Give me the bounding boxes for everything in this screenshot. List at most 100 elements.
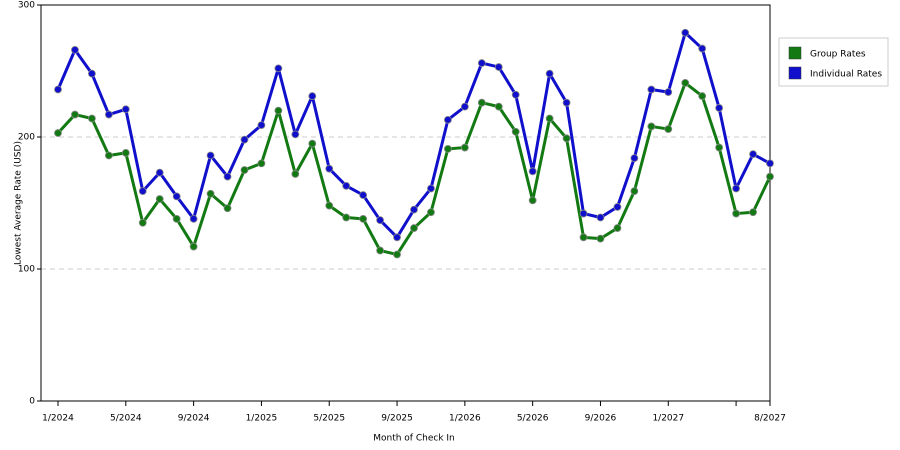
plot-frame bbox=[40, 4, 771, 402]
data-point bbox=[579, 233, 588, 242]
data-point bbox=[71, 45, 79, 54]
data-point bbox=[121, 148, 130, 157]
x-tick-label: 1/2025 bbox=[246, 414, 278, 424]
data-point bbox=[223, 172, 232, 181]
data-point bbox=[630, 187, 639, 196]
x-tick-label: 1/2024 bbox=[42, 414, 74, 424]
data-point bbox=[88, 69, 96, 78]
data-point bbox=[274, 106, 283, 115]
data-point bbox=[477, 98, 486, 107]
data-point bbox=[138, 187, 147, 196]
data-point bbox=[647, 122, 656, 131]
data-point bbox=[325, 164, 334, 173]
data-point bbox=[88, 114, 96, 123]
x-tick-label: 5/2026 bbox=[517, 414, 549, 424]
data-point bbox=[308, 92, 317, 100]
data-point bbox=[359, 214, 368, 223]
data-point bbox=[511, 127, 520, 136]
data-point bbox=[545, 69, 554, 78]
x-tick-label: 5/2025 bbox=[313, 414, 345, 424]
data-point bbox=[189, 214, 198, 223]
data-point bbox=[460, 143, 469, 152]
x-tick-label: 1/2026 bbox=[449, 414, 481, 424]
data-point bbox=[274, 64, 283, 73]
data-point bbox=[494, 63, 503, 71]
data-point bbox=[528, 196, 537, 205]
data-point bbox=[613, 203, 622, 211]
data-point bbox=[715, 104, 724, 112]
data-point bbox=[206, 189, 215, 198]
data-point bbox=[427, 184, 435, 193]
data-point bbox=[257, 159, 266, 168]
data-point bbox=[613, 224, 622, 232]
data-point bbox=[342, 181, 351, 190]
data-point bbox=[528, 167, 537, 176]
data-point bbox=[444, 144, 452, 153]
data-point bbox=[393, 250, 401, 259]
x-tick-label: 9/2025 bbox=[381, 414, 413, 424]
data-point bbox=[325, 201, 334, 210]
data-point bbox=[715, 143, 724, 152]
data-point bbox=[698, 92, 707, 100]
data-point bbox=[189, 242, 198, 251]
data-point bbox=[172, 192, 181, 201]
data-point bbox=[664, 125, 673, 133]
data-point bbox=[460, 102, 469, 111]
legend-swatch bbox=[788, 66, 802, 80]
data-point bbox=[291, 130, 300, 139]
data-point bbox=[444, 115, 452, 124]
x-tick-label: 8/2027 bbox=[754, 414, 786, 424]
data-point bbox=[732, 184, 740, 193]
data-point bbox=[545, 114, 554, 123]
data-point bbox=[206, 151, 215, 160]
data-point bbox=[596, 234, 605, 243]
data-point bbox=[766, 172, 774, 181]
data-point bbox=[681, 78, 690, 87]
data-point bbox=[749, 208, 757, 217]
data-point bbox=[494, 102, 503, 111]
data-point bbox=[308, 139, 317, 148]
data-point bbox=[172, 214, 181, 223]
data-point bbox=[681, 28, 690, 37]
data-point bbox=[54, 129, 62, 137]
y-tick-label: 100 bbox=[18, 265, 35, 275]
data-point bbox=[104, 110, 113, 119]
data-point bbox=[410, 224, 418, 232]
data-point bbox=[342, 213, 351, 222]
data-point bbox=[155, 195, 164, 203]
data-point bbox=[664, 88, 673, 97]
data-point bbox=[104, 151, 113, 160]
data-point bbox=[749, 150, 757, 159]
data-point bbox=[562, 134, 571, 143]
y-tick-label: 200 bbox=[18, 133, 35, 143]
data-point bbox=[562, 98, 571, 107]
data-point bbox=[477, 59, 486, 67]
data-point bbox=[393, 233, 401, 242]
data-point bbox=[630, 154, 639, 163]
data-point bbox=[410, 205, 418, 214]
data-point bbox=[257, 121, 266, 130]
data-point bbox=[223, 204, 232, 213]
data-point bbox=[155, 168, 164, 177]
data-point bbox=[698, 44, 707, 53]
data-point bbox=[511, 90, 520, 99]
data-point bbox=[579, 209, 588, 218]
data-point bbox=[766, 159, 774, 168]
x-tick-label: 5/2024 bbox=[110, 414, 142, 424]
data-point bbox=[732, 209, 740, 218]
y-tick-label: 300 bbox=[18, 1, 35, 11]
legend-label: Group Rates bbox=[810, 50, 866, 60]
y-axis-title: Lowest Average Rate (USD) bbox=[14, 141, 24, 265]
data-point bbox=[359, 191, 368, 199]
data-point bbox=[596, 213, 605, 222]
data-point bbox=[647, 85, 656, 94]
data-point bbox=[376, 216, 384, 225]
data-point bbox=[71, 110, 79, 119]
data-point bbox=[121, 105, 130, 114]
data-point bbox=[427, 208, 435, 217]
legend-label: Individual Rates bbox=[810, 70, 882, 80]
data-point bbox=[54, 85, 62, 94]
data-point bbox=[291, 170, 300, 178]
